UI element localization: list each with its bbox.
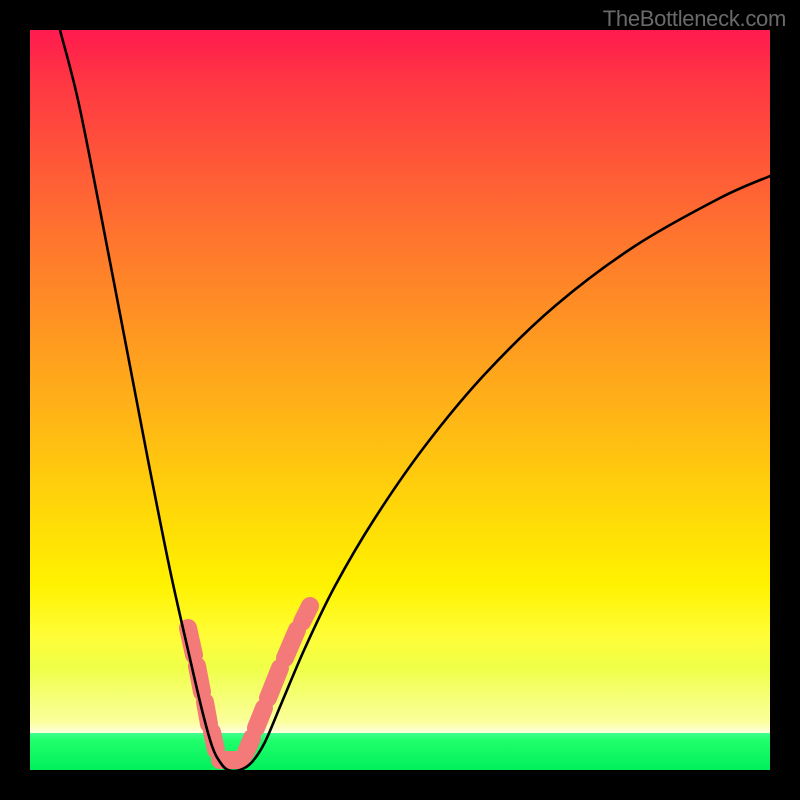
markers-group [188,606,310,760]
marker-pill [302,606,310,622]
v-curve [60,30,770,770]
plot-area [30,30,770,770]
marker-pill [256,708,264,728]
marker-pill [205,702,209,724]
marker-pill [285,630,297,658]
marker-pill [268,668,280,698]
marker-pill [246,738,252,752]
marker-pill [197,666,202,692]
marker-pill [188,628,194,655]
watermark-label: TheBottleneck.com [603,6,786,32]
chart-svg [30,30,770,770]
marker-pill [212,732,216,750]
